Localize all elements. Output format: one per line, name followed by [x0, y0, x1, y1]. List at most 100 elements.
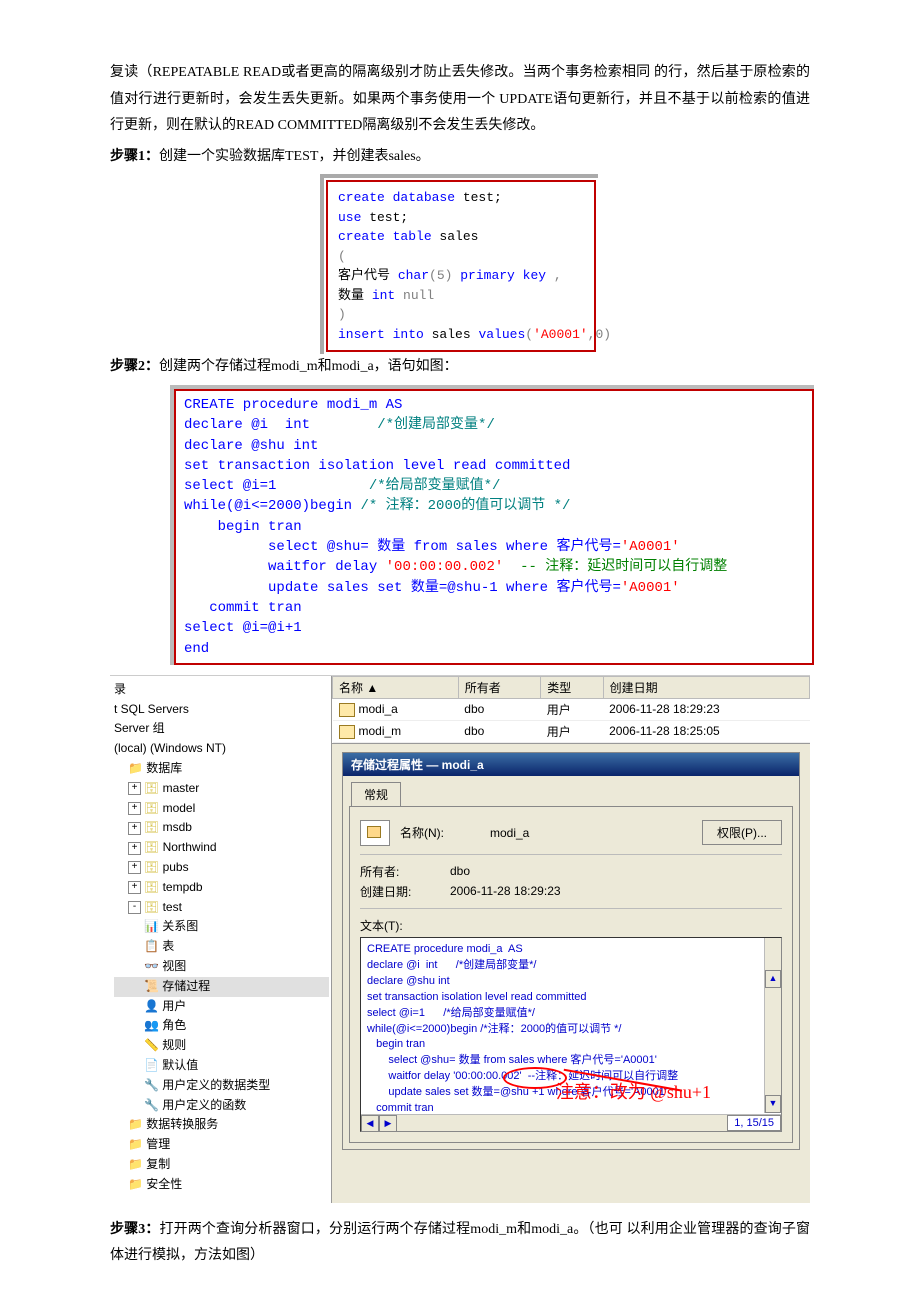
cursor-position: 1, 15/15: [727, 1115, 781, 1131]
ta-l2: declare @i int /*创建局部变量*/: [367, 959, 537, 971]
tree-db-folder[interactable]: 📁 数据库: [114, 759, 329, 779]
tree-db-model[interactable]: +🗄 model: [114, 799, 329, 819]
list-cell: 2006-11-28 18:25:05: [603, 720, 809, 742]
c2-l13: end: [184, 641, 209, 657]
c2-l1: CREATE procedure modi_m AS: [184, 397, 402, 413]
scroll-down-icon[interactable]: ▼: [765, 1095, 781, 1113]
dialog-tab-general[interactable]: 常规: [351, 782, 401, 806]
step3-text: 打开两个查询分析器窗口，分别运行两个存储过程modi_m和modi_a。（也可 …: [110, 1222, 810, 1264]
tree-test-view-label: 视图: [162, 959, 186, 973]
scroll-right-icon[interactable]: ▶: [379, 1115, 397, 1132]
c2-l12: select @i=@i+1: [184, 620, 302, 636]
db-icon: 🗄: [144, 860, 159, 874]
tree-test-table-label: 表: [162, 939, 174, 953]
expand-icon[interactable]: +: [128, 842, 141, 855]
sp-list[interactable]: 名称 ▲ 所有者 类型 创建日期 modi_a dbo 用户 2006-11-2…: [332, 676, 810, 744]
expand-icon[interactable]: +: [128, 822, 141, 835]
em-tree[interactable]: 录 t SQL Servers Server 组 (local) (Window…: [110, 676, 332, 1203]
tree-db-tempdb-label: tempdb: [163, 880, 203, 894]
scroll-up-icon[interactable]: ▲: [765, 970, 781, 988]
c1-l2a: use: [338, 210, 361, 225]
tree-dts[interactable]: 📁 数据转换服务: [114, 1115, 329, 1135]
ta-l7: begin tran: [367, 1038, 425, 1050]
tree-test-rule[interactable]: 📏 规则: [114, 1036, 329, 1056]
c1-l5d: primary key: [460, 268, 546, 283]
vertical-scrollbar[interactable]: ▲ ▼: [764, 938, 781, 1113]
tree-test-default[interactable]: 📄 默认值: [114, 1056, 329, 1076]
col-name[interactable]: 名称 ▲: [333, 676, 459, 698]
tree-manage[interactable]: 📁 管理: [114, 1135, 329, 1155]
step3-line: 步骤3：打开两个查询分析器窗口，分别运行两个存储过程modi_m和modi_a。…: [110, 1217, 810, 1270]
list-cell: 用户: [541, 720, 603, 742]
sp-list-header-row: 名称 ▲ 所有者 类型 创建日期: [333, 676, 810, 698]
list-row-modi-a[interactable]: modi_a dbo 用户 2006-11-28 18:29:23: [333, 698, 810, 720]
expand-icon[interactable]: +: [128, 802, 141, 815]
expand-icon[interactable]: +: [128, 881, 141, 894]
tree-db-pubs-label: pubs: [163, 860, 189, 874]
dialog-title: 存储过程属性 — modi_a: [343, 753, 799, 776]
tree-test-default-label: 默认值: [162, 1058, 198, 1072]
db-icon: 🗄: [144, 781, 159, 795]
list-row-modi-m[interactable]: modi_m dbo 用户 2006-11-28 18:25:05: [333, 720, 810, 742]
ta-l11: commit tran: [367, 1102, 434, 1114]
col-date[interactable]: 创建日期: [603, 676, 809, 698]
c1-l1a: create database: [338, 190, 455, 205]
ta-l6: while(@i<=2000)begin /*注释：2000的值可以调节 */: [367, 1023, 622, 1035]
col-owner[interactable]: 所有者: [458, 676, 541, 698]
tree-repl[interactable]: 📁 复制: [114, 1155, 329, 1175]
tree-test-diagram[interactable]: 📊 关系图: [114, 917, 329, 937]
tree-test-udt[interactable]: 🔧 用户定义的数据类型: [114, 1076, 329, 1096]
code-block-1-inner: create database test; use test; create t…: [326, 180, 596, 352]
list-cell: modi_a: [359, 702, 398, 716]
sp-text-area[interactable]: CREATE procedure modi_a AS declare @i in…: [360, 937, 782, 1132]
tree-db-master[interactable]: +🗄 master: [114, 779, 329, 799]
tree-db-pubs[interactable]: +🗄 pubs: [114, 858, 329, 878]
c2-l6a: while(@i<=2000)begin: [184, 498, 360, 514]
sp-icon: [339, 725, 355, 739]
c2-l3: declare @shu int: [184, 438, 318, 454]
tree-test-user[interactable]: 👤 用户: [114, 997, 329, 1017]
tree-db-northwind-label: Northwind: [163, 840, 217, 854]
enterprise-manager: 录 t SQL Servers Server 组 (local) (Window…: [110, 675, 810, 1203]
c1-l6a: 数量: [338, 288, 372, 303]
c2-l6b: /* 注释：2000的值可以调节 */: [360, 498, 570, 514]
tree-server-group[interactable]: Server 组: [114, 719, 329, 739]
c2-l5a: select @i=1: [184, 478, 276, 494]
tree-test-table[interactable]: 📋 表: [114, 937, 329, 957]
dlg-text-label: 文本(T):: [360, 917, 403, 934]
col-type[interactable]: 类型: [541, 676, 603, 698]
scroll-left-icon[interactable]: ◀: [361, 1115, 379, 1132]
db-icon: 🗄: [144, 900, 159, 914]
tree-test-view[interactable]: 👓 视图: [114, 957, 329, 977]
tree-root[interactable]: 录: [114, 680, 329, 700]
tree-db-test-label: test: [163, 900, 182, 914]
collapse-icon[interactable]: -: [128, 901, 141, 914]
expand-icon[interactable]: +: [128, 782, 141, 795]
c1-l8a: insert into: [338, 327, 424, 342]
tree-db-msdb[interactable]: +🗄 msdb: [114, 818, 329, 838]
list-cell: dbo: [458, 698, 541, 720]
expand-icon[interactable]: +: [128, 861, 141, 874]
horizontal-scrollbar[interactable]: ◀ ▶ 1, 15/15: [361, 1114, 781, 1131]
tree-db-tempdb[interactable]: +🗄 tempdb: [114, 878, 329, 898]
c1-l6c: null: [395, 288, 434, 303]
c2-l9a: waitfor delay: [184, 559, 386, 575]
code-block-2: CREATE procedure modi_m AS declare @i in…: [170, 385, 814, 665]
ta-l5: select @i=1 /*给局部变量赋值*/: [367, 1007, 535, 1019]
list-cell: dbo: [458, 720, 541, 742]
c2-l8a: select @shu= 数量 from sales where 客户代号=: [184, 539, 621, 555]
db-icon: 🗄: [144, 820, 159, 834]
tree-test-udf[interactable]: 🔧 用户定义的函数: [114, 1096, 329, 1116]
c1-l5c: (5): [429, 268, 460, 283]
annotation-note: 注意：改为 @shu+1: [556, 1079, 711, 1105]
c2-l4: set transaction isolation level read com…: [184, 458, 570, 474]
tree-test-role[interactable]: 👥 角色: [114, 1016, 329, 1036]
tree-local[interactable]: (local) (Windows NT): [114, 739, 329, 759]
tree-db-northwind[interactable]: +🗄 Northwind: [114, 838, 329, 858]
permissions-button[interactable]: 权限(P)...: [702, 820, 782, 845]
tree-test-sp[interactable]: 📜 存储过程: [114, 977, 329, 997]
tree-servers[interactable]: t SQL Servers: [114, 700, 329, 720]
tree-test-rule-label: 规则: [162, 1038, 186, 1052]
tree-db-test[interactable]: -🗄 test: [114, 898, 329, 918]
tree-security[interactable]: 📁 安全性: [114, 1175, 329, 1195]
